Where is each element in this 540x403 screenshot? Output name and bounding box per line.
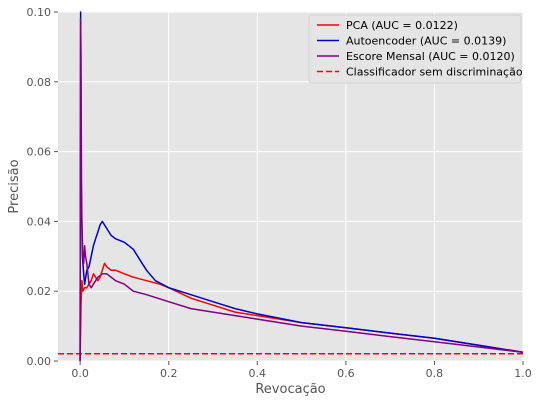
y-axis-label: Precisão [7,159,22,213]
legend-label: Escore Mensal (AUC = 0.0120) [346,50,515,63]
x-tick-label: 0.0 [71,367,89,380]
x-tick-label: 0.6 [337,367,355,380]
x-tick-label: 0.2 [160,367,178,380]
series-line-2 [79,18,524,362]
series-line-1 [79,11,524,362]
legend-label: PCA (AUC = 0.0122) [346,19,458,32]
x-tick-label: 1.0 [514,367,532,380]
x-tick-label: 0.4 [249,367,267,380]
legend-label: Autoencoder (AUC = 0.0139) [346,35,506,48]
y-tick-label: 0.10 [27,6,52,19]
x-axis-label: Revocação [255,382,325,397]
series-lines [58,11,524,362]
legend: PCA (AUC = 0.0122) Autoencoder (AUC = 0.0… [308,14,523,84]
x-tick-label: 0.8 [426,367,444,380]
y-tick-label: 0.02 [27,285,52,298]
tick-labels: 0.0 0.2 0.4 0.6 0.8 1.0 0.00 0.02 0.04 0.06 0.08 0.… [27,6,532,380]
y-tick-label: 0.06 [27,146,52,159]
legend-box [308,14,522,84]
y-tick-label: 0.04 [27,215,52,228]
y-tick-label: 0.00 [27,355,52,368]
y-tick-label: 0.08 [27,76,52,89]
legend-label: Classificador sem discriminação [346,66,523,79]
